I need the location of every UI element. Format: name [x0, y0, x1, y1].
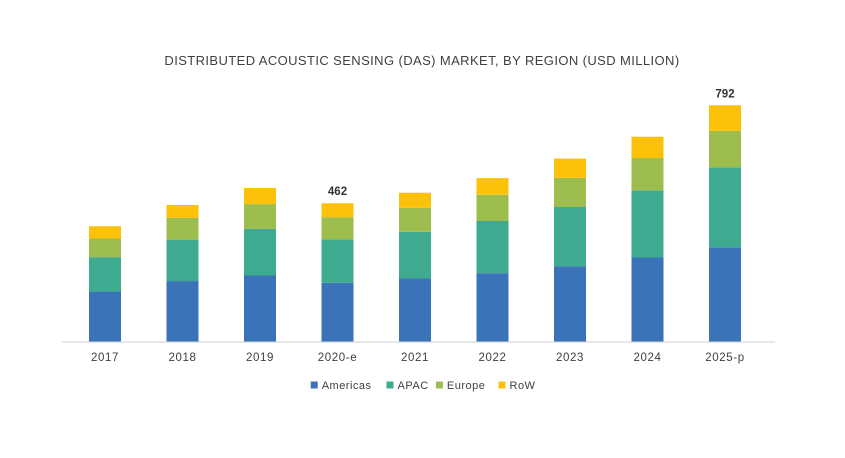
data-label-2020-e: 462: [328, 186, 347, 198]
bar-europe-2021: [399, 207, 431, 232]
bar-row-2021: [399, 192, 431, 208]
data-labels: 462 792: [328, 88, 735, 198]
bar-row-2025-p: [709, 105, 741, 131]
legend-swatch-row: [498, 381, 506, 389]
bar-americas-2025-p: [709, 247, 741, 342]
legend-swatch-europe: [435, 381, 443, 389]
legend-label-americas: Americas: [322, 380, 372, 392]
bar-row-2017: [89, 226, 121, 239]
bar-europe-2020-e: [321, 217, 354, 240]
legend-swatch-americas: [310, 381, 318, 389]
bar-europe-2022: [476, 194, 509, 221]
legend-swatch-apac: [386, 381, 394, 389]
chart-title: DISTRIBUTED ACOUSTIC SENSING (DAS) MARKE…: [164, 53, 679, 68]
x-tick-label-2023: 2023: [556, 352, 584, 364]
bar-americas-2017: [89, 291, 121, 342]
bar-apac-2021: [399, 231, 431, 279]
bar-apac-2023: [554, 207, 586, 267]
x-tick-label-2021: 2021: [401, 352, 429, 364]
bar-americas-2021: [399, 278, 431, 342]
bar-europe-2017: [89, 238, 121, 258]
bar-americas-2020-e: [321, 282, 354, 342]
bars-layer: [89, 105, 741, 342]
bar-apac-2022: [476, 221, 509, 274]
x-tick-label-2022: 2022: [479, 352, 507, 364]
legend-label-europe: Europe: [447, 380, 485, 392]
legend-label-row: RoW: [510, 380, 536, 392]
bar-apac-2017: [89, 257, 121, 292]
x-tick-label-2018: 2018: [169, 352, 197, 364]
bar-europe-2019: [244, 204, 276, 229]
bar-apac-2019: [244, 228, 276, 276]
x-tick-label-2025-p: 2025-p: [705, 352, 744, 364]
bar-americas-2024: [631, 257, 664, 342]
bar-americas-2018: [166, 281, 199, 342]
bar-row-2022: [476, 178, 509, 195]
bar-americas-2023: [554, 266, 586, 342]
bar-row-2018: [166, 204, 199, 218]
bar-apac-2025-p: [709, 167, 741, 248]
bar-europe-2023: [554, 177, 586, 208]
legend-label-apac: APAC: [398, 380, 429, 392]
bar-europe-2024: [631, 158, 664, 191]
bar-americas-2019: [244, 275, 276, 342]
bar-apac-2018: [166, 239, 199, 282]
bar-apac-2024: [631, 190, 664, 258]
x-tick-label-2024: 2024: [634, 352, 662, 364]
legend: Americas APAC Europe RoW: [310, 380, 536, 392]
x-tick-label-2017: 2017: [91, 352, 119, 364]
bar-row-2019: [244, 188, 276, 205]
bar-row-2023: [554, 158, 586, 178]
bar-europe-2025-p: [709, 130, 741, 168]
bar-row-2020-e: [321, 203, 354, 218]
data-label-2025-p: 792: [715, 88, 734, 100]
bar-europe-2018: [166, 217, 199, 240]
bar-row-2024: [631, 136, 664, 159]
bar-apac-2020-e: [321, 239, 354, 283]
bar-americas-2022: [476, 273, 509, 342]
x-tick-label-2020-e: 2020-e: [318, 352, 357, 364]
x-tick-label-2019: 2019: [246, 352, 274, 364]
x-tick-labels: 2017 2018 2019 2020-e 2021 2022 2023 2024 2025-p: [91, 352, 744, 364]
